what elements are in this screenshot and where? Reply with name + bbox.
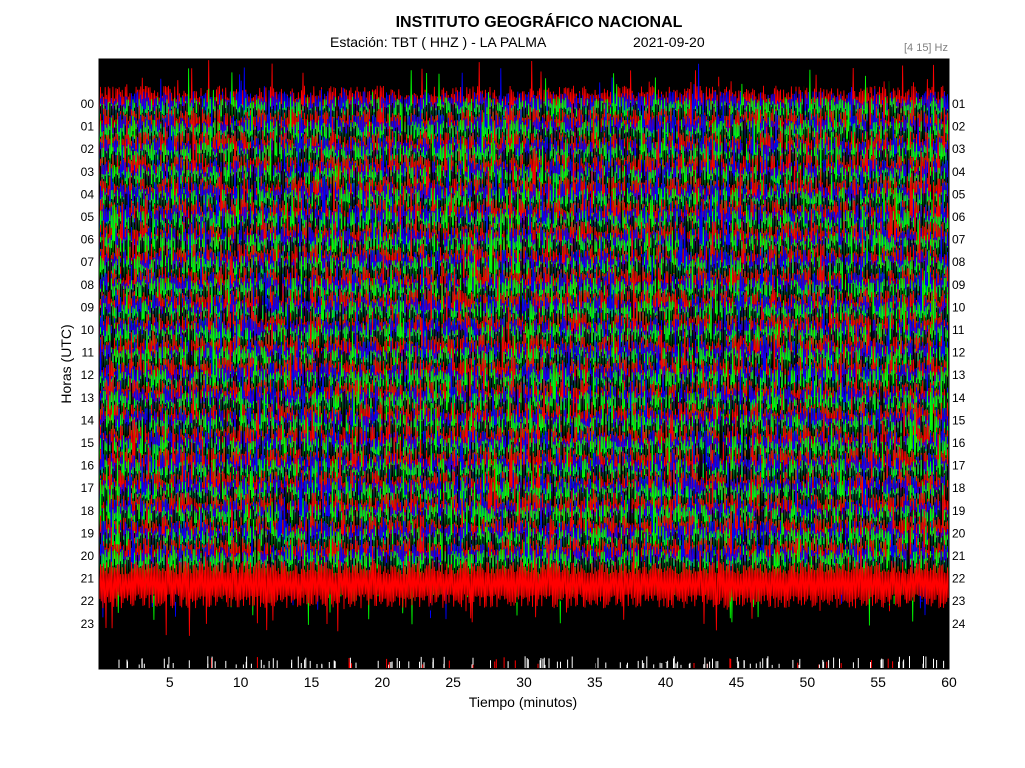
y-tick-label: 22 bbox=[952, 572, 966, 586]
y-tick-label: 12 bbox=[81, 368, 95, 382]
y-tick-label: 05 bbox=[81, 210, 95, 224]
x-tick-label: 20 bbox=[375, 674, 391, 690]
y-tick-label: 11 bbox=[82, 346, 95, 360]
y-tick-label: 13 bbox=[81, 391, 95, 405]
y-tick-label: 13 bbox=[952, 368, 966, 382]
y-tick-label: 14 bbox=[81, 413, 95, 427]
y-tick-label: 23 bbox=[81, 617, 95, 631]
y-tick-label: 03 bbox=[952, 142, 966, 156]
y-tick-label: 05 bbox=[952, 187, 966, 201]
y-tick-label: 07 bbox=[81, 255, 95, 269]
y-tick-label: 03 bbox=[81, 165, 95, 179]
station-label: Estación: TBT ( HHZ ) - LA PALMA bbox=[330, 34, 547, 50]
seismic-traces bbox=[98, 59, 950, 668]
y-tick-label: 07 bbox=[952, 233, 966, 247]
y-axis-right: 01 02 03 04 05 06 07 08 09 10 11 12 13 14 15 16 17 18 19 20… bbox=[952, 97, 966, 631]
x-tick-label: 25 bbox=[445, 674, 461, 690]
y-tick-label: 04 bbox=[81, 187, 95, 201]
spike-marks bbox=[118, 656, 945, 668]
y-tick-label: 21 bbox=[81, 572, 95, 586]
y-tick-label: 20 bbox=[81, 549, 95, 563]
y-tick-label: 23 bbox=[952, 594, 966, 608]
x-tick-label: 35 bbox=[587, 674, 603, 690]
y-tick-label: 02 bbox=[81, 142, 95, 156]
y-tick-label: 08 bbox=[952, 255, 966, 269]
frequency-band-label: [4 15] Hz bbox=[904, 42, 948, 54]
y-tick-label: 19 bbox=[952, 504, 966, 518]
x-tick-label: 60 bbox=[941, 674, 957, 690]
y-tick-label: 14 bbox=[952, 391, 966, 405]
chart-title: INSTITUTO GEOGRÁFICO NACIONAL bbox=[396, 12, 683, 31]
y-tick-label: 17 bbox=[81, 481, 95, 495]
x-axis-label: Tiempo (minutos) bbox=[469, 694, 577, 710]
y-tick-label: 15 bbox=[81, 436, 95, 450]
y-tick-label: 06 bbox=[81, 233, 95, 247]
y-tick-label: 16 bbox=[81, 459, 95, 473]
x-tick-label: 15 bbox=[304, 674, 320, 690]
y-tick-label: 21 bbox=[952, 549, 966, 563]
y-tick-label: 15 bbox=[952, 413, 966, 427]
trace-line bbox=[98, 536, 950, 636]
x-axis: 5 10 15 20 25 30 35 40 45 50 55 60 bbox=[166, 663, 957, 690]
y-tick-label: 08 bbox=[81, 278, 95, 292]
y-tick-label: 01 bbox=[81, 120, 95, 134]
y-tick-label: 20 bbox=[952, 526, 966, 540]
y-tick-label: 06 bbox=[952, 210, 966, 224]
y-tick-label: 04 bbox=[952, 165, 966, 179]
date-label: 2021-09-20 bbox=[633, 34, 705, 50]
y-tick-label: 10 bbox=[952, 300, 966, 314]
y-axis-label: Horas (UTC) bbox=[58, 324, 74, 403]
plot-area bbox=[98, 58, 950, 670]
y-tick-label: 12 bbox=[952, 346, 966, 360]
x-tick-label: 40 bbox=[658, 674, 674, 690]
x-tick-label: 55 bbox=[870, 674, 886, 690]
x-tick-label: 10 bbox=[233, 674, 249, 690]
y-tick-label: 22 bbox=[81, 594, 95, 608]
y-tick-label: 09 bbox=[81, 300, 95, 314]
y-tick-label: 01 bbox=[952, 97, 966, 111]
x-tick-label: 5 bbox=[166, 674, 174, 690]
y-tick-label: 18 bbox=[81, 504, 95, 518]
y-tick-label: 24 bbox=[952, 617, 966, 631]
y-tick-label: 19 bbox=[81, 526, 95, 540]
y-tick-label: 11 bbox=[952, 323, 965, 337]
y-axis-left: 00 01 02 03 04 05 06 07 08 09 10 11 12 13 14 15 16 17 18 19… bbox=[81, 97, 95, 631]
y-tick-label: 10 bbox=[81, 323, 95, 337]
y-tick-label: 17 bbox=[952, 459, 966, 473]
y-tick-label: 00 bbox=[81, 97, 95, 111]
x-tick-label: 30 bbox=[516, 674, 532, 690]
y-tick-label: 16 bbox=[952, 436, 966, 450]
y-tick-label: 18 bbox=[952, 481, 966, 495]
y-tick-label: 02 bbox=[952, 120, 966, 134]
x-tick-label: 50 bbox=[800, 674, 816, 690]
x-tick-label: 45 bbox=[729, 674, 745, 690]
y-tick-label: 09 bbox=[952, 278, 966, 292]
